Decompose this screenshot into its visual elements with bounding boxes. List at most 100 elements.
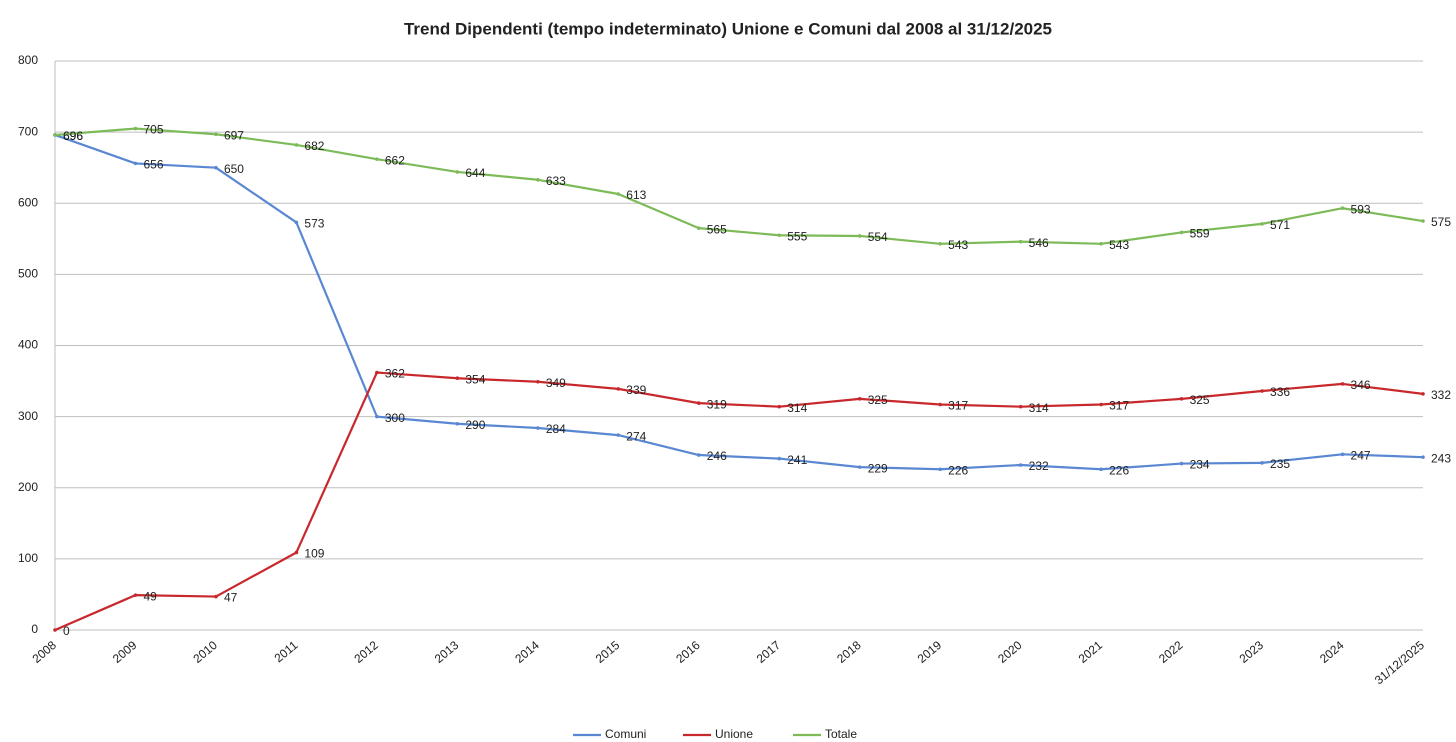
data-point bbox=[777, 233, 782, 238]
data-point bbox=[857, 397, 862, 401]
data-label: 346 bbox=[1351, 378, 1371, 392]
data-label: 682 bbox=[304, 139, 324, 153]
data-label: 696 bbox=[63, 129, 83, 143]
data-label: 284 bbox=[546, 422, 566, 436]
data-point bbox=[294, 220, 299, 225]
data-label: 325 bbox=[1190, 393, 1210, 407]
data-label: 314 bbox=[1029, 401, 1049, 415]
y-tick-label: 700 bbox=[18, 124, 38, 138]
data-point bbox=[938, 467, 942, 472]
x-tick-label: 2013 bbox=[432, 638, 462, 666]
data-label: 633 bbox=[546, 174, 566, 188]
data-point bbox=[455, 376, 460, 381]
data-point bbox=[1260, 389, 1264, 393]
data-point bbox=[1099, 467, 1103, 472]
data-label: 575 bbox=[1431, 215, 1451, 229]
data-point bbox=[938, 402, 942, 407]
data-label: 0 bbox=[63, 624, 70, 638]
legend-label: Comuni bbox=[605, 727, 646, 741]
data-point bbox=[455, 170, 460, 174]
x-tick-label: 2016 bbox=[673, 638, 703, 666]
data-label: 362 bbox=[385, 367, 405, 381]
legend-label: Unione bbox=[715, 727, 753, 741]
data-label: 336 bbox=[1270, 385, 1290, 399]
data-point bbox=[1421, 455, 1425, 459]
data-label: 317 bbox=[1109, 399, 1129, 413]
data-point bbox=[696, 401, 701, 405]
data-point bbox=[857, 465, 862, 469]
x-tick-label: 2012 bbox=[351, 638, 381, 666]
x-tick-label: 2011 bbox=[272, 638, 301, 666]
data-point bbox=[1260, 222, 1264, 226]
data-point bbox=[1018, 239, 1023, 244]
data-label: 332 bbox=[1431, 388, 1451, 402]
data-label: 644 bbox=[465, 166, 485, 180]
data-label: 317 bbox=[948, 399, 968, 413]
y-tick-label: 500 bbox=[18, 267, 38, 281]
legend-label: Totale bbox=[825, 727, 857, 741]
data-label: 234 bbox=[1190, 458, 1210, 472]
data-point bbox=[133, 126, 138, 131]
data-label: 246 bbox=[707, 449, 727, 463]
x-tick-label: 2014 bbox=[512, 638, 542, 666]
x-tick-label: 2022 bbox=[1156, 638, 1186, 666]
data-label: 290 bbox=[465, 418, 485, 432]
data-point bbox=[53, 628, 57, 632]
y-tick-label: 300 bbox=[18, 409, 38, 423]
data-point bbox=[1421, 219, 1425, 223]
data-point bbox=[1340, 452, 1345, 457]
data-point bbox=[375, 157, 379, 161]
data-label: 554 bbox=[868, 230, 888, 244]
data-point bbox=[375, 370, 379, 375]
data-point bbox=[616, 387, 621, 391]
data-label: 565 bbox=[707, 222, 727, 236]
data-label: 662 bbox=[385, 153, 405, 167]
data-label: 232 bbox=[1029, 459, 1049, 473]
data-point bbox=[857, 234, 862, 238]
data-label: 656 bbox=[143, 158, 163, 172]
data-label: 546 bbox=[1029, 236, 1049, 250]
data-label: 555 bbox=[787, 229, 807, 243]
data-label: 559 bbox=[1190, 227, 1210, 241]
x-tick-label: 2018 bbox=[834, 638, 864, 666]
data-label: 543 bbox=[948, 238, 968, 252]
data-point bbox=[777, 456, 782, 461]
y-tick-label: 100 bbox=[18, 551, 38, 565]
x-tick-label: 2019 bbox=[915, 638, 945, 666]
data-point bbox=[1179, 230, 1184, 235]
data-label: 593 bbox=[1351, 202, 1371, 216]
data-label: 354 bbox=[465, 372, 485, 386]
y-tick-label: 0 bbox=[31, 622, 38, 636]
data-label: 229 bbox=[868, 461, 888, 475]
data-label: 235 bbox=[1270, 457, 1290, 471]
data-point bbox=[214, 165, 218, 170]
data-point bbox=[455, 421, 460, 426]
data-point bbox=[1018, 404, 1023, 409]
data-point bbox=[1421, 392, 1425, 396]
series-line bbox=[54, 127, 1424, 245]
data-label: 650 bbox=[224, 162, 244, 176]
data-point bbox=[536, 379, 540, 384]
x-tick-label: 2021 bbox=[1076, 638, 1106, 666]
data-label: 705 bbox=[143, 123, 163, 137]
data-point bbox=[1260, 461, 1264, 465]
data-point bbox=[133, 161, 138, 166]
data-point bbox=[375, 414, 379, 419]
data-label: 613 bbox=[626, 188, 646, 202]
data-label: 571 bbox=[1270, 218, 1290, 232]
x-tick-label: 2024 bbox=[1317, 638, 1347, 666]
data-point bbox=[536, 177, 540, 182]
x-tick-label: 2010 bbox=[190, 638, 220, 666]
data-label: 241 bbox=[787, 453, 807, 467]
data-label: 697 bbox=[224, 128, 244, 142]
data-label: 109 bbox=[304, 547, 324, 561]
x-tick-label: 2015 bbox=[593, 638, 623, 666]
y-tick-label: 400 bbox=[18, 338, 38, 352]
data-label: 274 bbox=[626, 429, 646, 443]
data-point bbox=[214, 594, 218, 599]
data-point bbox=[214, 132, 218, 137]
chart-title: Trend Dipendenti (tempo indeterminato) U… bbox=[404, 19, 1052, 38]
data-point bbox=[1018, 463, 1023, 467]
x-tick-label: 2008 bbox=[30, 638, 60, 666]
